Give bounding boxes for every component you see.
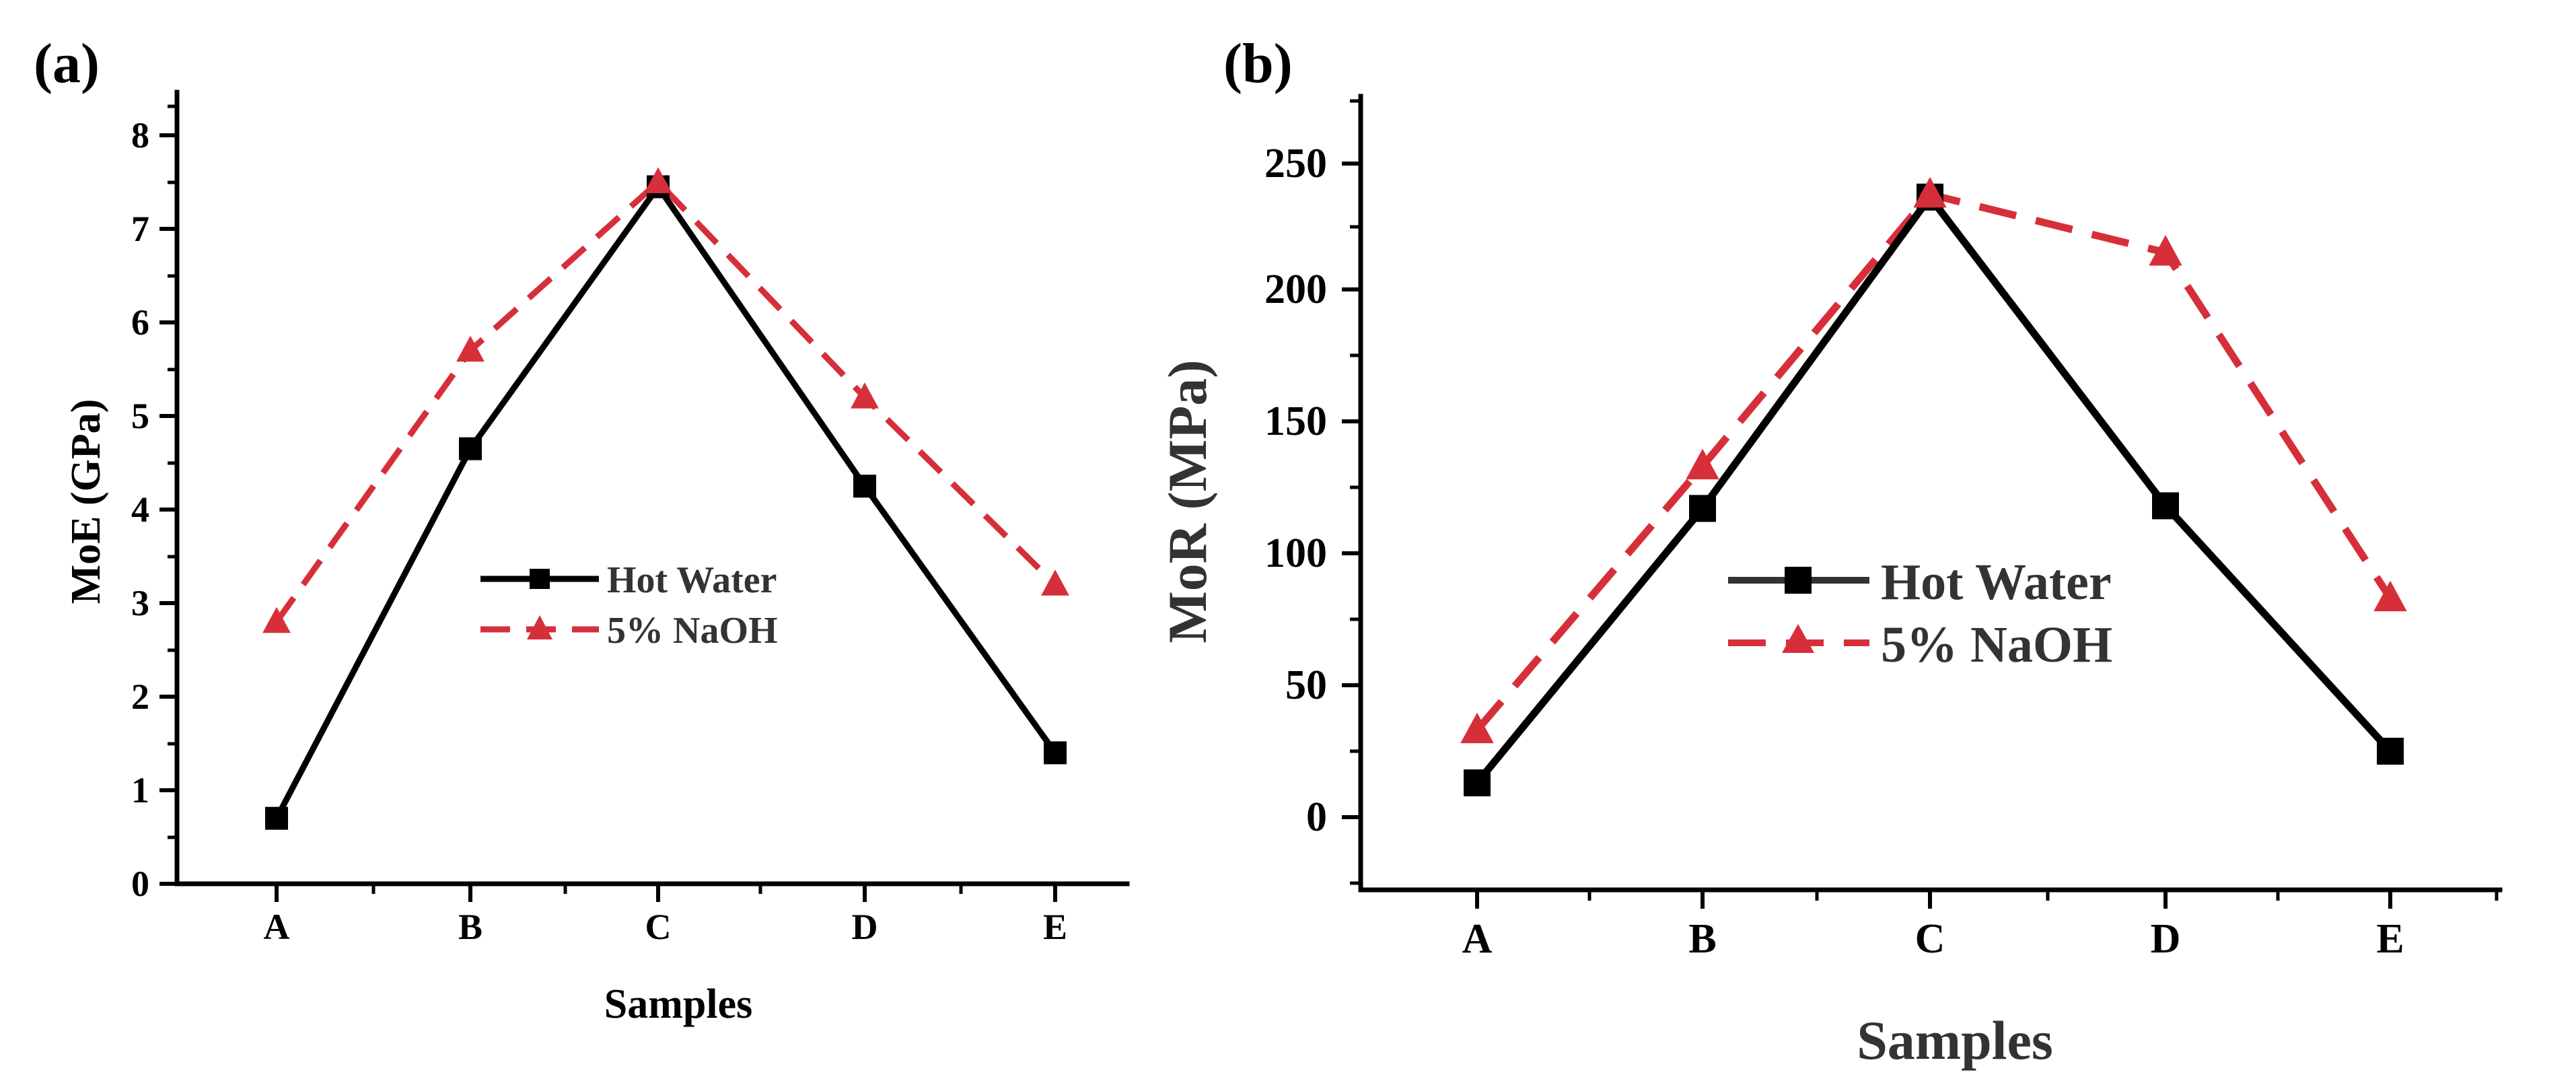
- panel-a-legend: Hot Water 5% NaOH: [480, 559, 778, 652]
- panel-a-ytick-label: 0: [131, 864, 149, 904]
- panel-b-x-axis-title: Samples: [1857, 1010, 2053, 1071]
- panel-a-xtick-C: C: [645, 884, 672, 947]
- panel-a-ytick-5: 5: [131, 396, 177, 436]
- panel-b-legend: Hot Water 5% NaOH: [1728, 554, 2112, 673]
- panel-b-ytick-label: 100: [1264, 530, 1327, 576]
- panel-b-ytick-label: 0: [1306, 794, 1327, 840]
- panel-a-legend-label-naoh: 5% NaOH: [607, 610, 778, 652]
- panel-a-y-ticks: 0 1 2 3 4 5 6 7 8: [131, 104, 177, 904]
- panel-a-ytick-label: 2: [131, 676, 149, 717]
- panel-b-point-naoh-A: [1460, 712, 1494, 744]
- panel-a-ytick-6: 6: [131, 302, 177, 343]
- panel-b-xtick-label: B: [1688, 916, 1716, 962]
- panel-b-ytick-200: 200: [1264, 267, 1361, 312]
- panel-b-y-ticks: 0 50 100 150 200 250: [1264, 99, 1361, 885]
- panel-b-ytick-label: 250: [1264, 141, 1327, 186]
- panel-b-point-naoh-C: [1913, 176, 1947, 208]
- panel-b-xtick-label: E: [2376, 916, 2404, 962]
- panel-a-ytick-7: 7: [131, 209, 177, 249]
- panel-b-xtick-C: C: [1915, 890, 1945, 962]
- panel-a-xtick-label: E: [1043, 907, 1067, 947]
- panel-a-xtick-D: D: [852, 884, 878, 947]
- panel-a-label: (a): [34, 32, 100, 95]
- panel-b-xtick-label: C: [1915, 916, 1945, 962]
- panel-a-point-hot-water-D: [853, 475, 876, 498]
- panel-a-ytick-label: 3: [131, 583, 149, 623]
- panel-a-point-hot-water-A: [265, 806, 288, 830]
- panel-b-point-hot-water-E: [2377, 738, 2404, 765]
- panel-b-point-hot-water-D: [2152, 492, 2179, 520]
- panel-b-point-naoh-E: [2373, 580, 2407, 612]
- panel-b-xtick-A: A: [1462, 890, 1493, 962]
- panel-b-ytick-label: 150: [1264, 398, 1327, 444]
- panel-b-series-line-hot-water: [1474, 190, 2394, 786]
- panel-a-xtick-E: E: [1043, 884, 1067, 947]
- panel-a-xtick-label: D: [852, 907, 878, 947]
- panel-b-xtick-D: D: [2151, 890, 2181, 962]
- panel-a-xtick-B: B: [458, 884, 482, 947]
- panel-b-ytick-label: 50: [1285, 662, 1327, 708]
- panel-a-ytick-3: 3: [131, 583, 177, 623]
- panel-a-x-ticks: A B C D E: [264, 884, 1067, 947]
- panel-a-point-naoh-D: [851, 382, 879, 409]
- panel-a-ytick-0: 0: [131, 864, 177, 904]
- panel-b-plot: [1460, 176, 2407, 797]
- panel-b: (b) 0 50 100 150 200 250 A B C D E: [1157, 32, 2503, 1071]
- panel-a-x-axis-title: Samples: [604, 981, 752, 1027]
- panel-b-point-naoh-B: [1686, 448, 1719, 480]
- panel-a-legend-marker-naoh: [527, 615, 552, 639]
- panel-b-xtick-E: E: [2376, 890, 2404, 962]
- panel-a-ytick-label: 1: [131, 770, 149, 810]
- panel-a-series-line-hot-water: [274, 181, 1058, 820]
- panel-b-point-hot-water-B: [1689, 495, 1716, 522]
- panel-a-series-line-naoh: [274, 178, 1058, 624]
- panel-b-x-ticks: A B C D E: [1462, 890, 2499, 962]
- panel-a-point-naoh-B: [456, 335, 485, 362]
- panel-a-ytick-4: 4: [131, 489, 177, 530]
- panel-a-ytick-label: 4: [131, 489, 149, 530]
- panel-a-ytick-label: 5: [131, 396, 149, 436]
- panel-b-ytick-100: 100: [1264, 530, 1361, 576]
- panel-b-y-axis-title: MoR (MPa): [1157, 359, 1218, 643]
- panel-b-xtick-B: B: [1688, 890, 1717, 962]
- panel-b-xtick-label: A: [1462, 916, 1493, 962]
- panel-a-point-naoh-A: [262, 606, 291, 633]
- panel-b-legend-marker-naoh: [1782, 624, 1814, 653]
- panel-a-xtick-label: A: [264, 907, 290, 947]
- panel-a-ytick-label: 7: [131, 209, 149, 249]
- panel-a-point-naoh-C: [644, 167, 672, 193]
- panel-b-legend-marker-hot-water: [1785, 567, 1812, 594]
- panel-a-ytick-label: 6: [131, 302, 149, 343]
- panel-a-point-hot-water-B: [459, 437, 482, 460]
- panel-b-xtick-label: D: [2151, 916, 2181, 962]
- panel-a-xtick-label: B: [458, 907, 482, 947]
- panel-b-ytick-label: 200: [1264, 267, 1327, 312]
- panel-a-ytick-1: 1: [131, 770, 177, 810]
- panel-a-point-naoh-E: [1041, 569, 1069, 596]
- panel-a-point-hot-water-E: [1044, 741, 1067, 765]
- panel-a-ytick-8: 8: [131, 115, 177, 155]
- panel-a-ytick-2: 2: [131, 676, 177, 717]
- panel-a-y-axis-title: MoE (GPa): [63, 399, 109, 604]
- panel-b-ytick-0: 0: [1306, 794, 1361, 840]
- panel-b-ytick-250: 250: [1264, 141, 1361, 186]
- panel-a-xtick-label: C: [645, 907, 672, 947]
- panel-a-legend-label-hot-water: Hot Water: [607, 559, 777, 601]
- panel-b-legend-label-naoh: 5% NaOH: [1881, 617, 2112, 673]
- panel-a-plot: [262, 167, 1069, 830]
- panel-b-point-hot-water-A: [1464, 769, 1491, 797]
- panel-a: (a) 0 1 2 3 4 5 6 7 8 A B C D: [34, 32, 1130, 1027]
- panel-b-legend-label-hot-water: Hot Water: [1881, 554, 2112, 611]
- panel-b-ytick-50: 50: [1285, 662, 1361, 708]
- panel-a-ytick-label: 8: [131, 115, 149, 155]
- panel-a-xtick-A: A: [264, 884, 290, 947]
- panel-a-legend-marker-hot-water: [530, 569, 550, 589]
- panel-b-point-naoh-D: [2149, 235, 2182, 266]
- panel-b-label: (b): [1223, 32, 1293, 95]
- panel-b-ytick-150: 150: [1264, 398, 1361, 444]
